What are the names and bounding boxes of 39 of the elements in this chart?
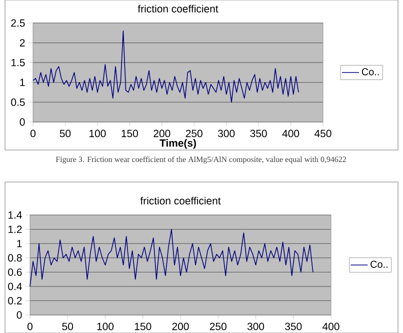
x-tick-label: 150: [134, 322, 152, 330]
x-tick-label: 200: [172, 322, 189, 330]
x-tick-label: 0: [30, 130, 36, 138]
y-tick-label: 0: [16, 311, 22, 319]
y-tick-label: 0.8: [8, 254, 22, 262]
x-tick-label: 400: [322, 322, 340, 330]
y-tick-label: 1.4: [8, 211, 22, 219]
x-tick-label: 350: [250, 130, 267, 138]
x-tick-label: 100: [90, 130, 106, 138]
y-tick-label: 1: [20, 78, 25, 86]
x-tick-label: 300: [247, 322, 264, 330]
x-tick-label: 300: [218, 130, 235, 138]
y-tick-label: 1.2: [8, 226, 22, 233]
x-tick-label: 150: [122, 130, 138, 138]
x-tick-label: 0: [27, 322, 32, 330]
x-tick-label: 100: [97, 322, 114, 330]
x-tick-label: 50: [60, 130, 71, 138]
y-tick-label: 2.5: [11, 19, 25, 27]
x-tick-label: 250: [210, 322, 226, 330]
legend-label: Co..: [370, 260, 388, 268]
y-tick-label: 2: [20, 39, 25, 46]
x-axis-title: Time(s): [160, 139, 196, 149]
y-tick-label: 1.5: [11, 58, 25, 66]
y-tick-label: 0.2: [8, 297, 22, 304]
x-tick-label: 350: [285, 322, 302, 330]
chart-title: friction coefficient: [140, 196, 221, 205]
y-tick-label: 0.6: [8, 268, 22, 276]
y-tick-label: 0: [20, 118, 25, 126]
legend-label: Co..: [362, 68, 379, 76]
x-tick-label: 450: [314, 130, 332, 138]
y-tick-label: 0.5: [11, 98, 25, 106]
x-tick-label: 250: [186, 130, 202, 138]
x-tick-label: 400: [282, 130, 300, 138]
y-tick-label: 1: [17, 240, 22, 248]
x-tick-label: 50: [62, 322, 74, 330]
x-tick-label: 200: [154, 130, 170, 138]
chart-title: friction coefficient: [138, 4, 218, 13]
line-series: [30, 228, 314, 287]
y-tick-label: 0.4: [8, 282, 22, 290]
